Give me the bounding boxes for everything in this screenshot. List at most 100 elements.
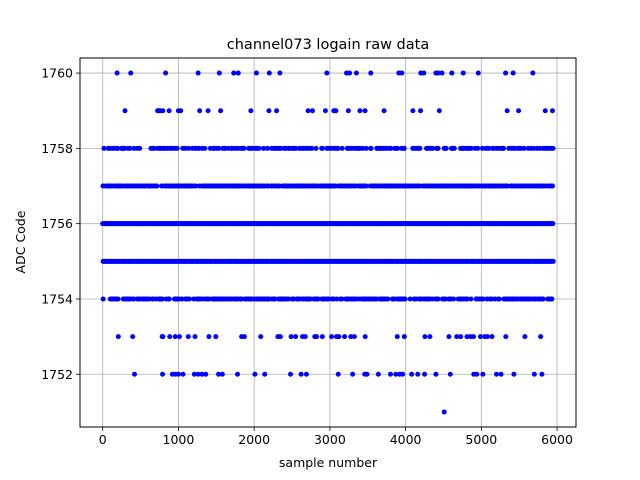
data-point — [454, 334, 460, 340]
data-point — [410, 108, 416, 114]
data-point — [261, 145, 267, 151]
data-point — [550, 221, 556, 227]
data-point — [353, 70, 359, 76]
data-point — [264, 145, 270, 151]
data-point — [504, 108, 510, 114]
data-point — [375, 371, 381, 377]
x-tick-label: 0 — [99, 432, 107, 447]
data-point — [451, 296, 457, 302]
y-axis-label: ADC Code — [13, 210, 28, 273]
data-point — [205, 108, 211, 114]
data-point — [401, 145, 407, 151]
data-point — [421, 70, 427, 76]
data-point — [441, 409, 447, 415]
data-point — [542, 108, 548, 114]
data-point — [274, 108, 280, 114]
data-point — [303, 371, 309, 377]
data-point — [127, 145, 133, 151]
data-point — [427, 334, 433, 340]
data-point — [253, 70, 259, 76]
data-point — [315, 296, 321, 302]
data-point — [511, 371, 517, 377]
data-point — [474, 371, 480, 377]
data-point — [381, 108, 387, 114]
data-point — [186, 145, 192, 151]
data-point — [160, 371, 166, 377]
data-point — [550, 145, 556, 151]
data-point — [342, 334, 348, 340]
data-point — [468, 296, 474, 302]
y-tick-label: 1760 — [41, 66, 73, 81]
data-point — [362, 108, 368, 114]
data-point — [387, 371, 393, 377]
data-point — [277, 70, 283, 76]
data-point — [501, 145, 507, 151]
data-point — [288, 334, 294, 340]
data-point — [115, 296, 121, 302]
data-point — [172, 334, 178, 340]
data-point — [339, 145, 345, 151]
data-point — [475, 70, 481, 76]
data-point — [185, 334, 191, 340]
data-point — [235, 70, 241, 76]
data-point — [206, 334, 212, 340]
data-point — [288, 371, 294, 377]
data-point — [175, 371, 181, 377]
data-point — [368, 145, 374, 151]
data-point — [549, 108, 555, 114]
data-point — [522, 334, 528, 340]
axis-ticks: 0 1000 2000 3000 4000 5000 6000 1752 1754 1756 175… — [41, 66, 573, 447]
data-point — [402, 296, 408, 302]
data-point — [159, 296, 165, 302]
data-point — [329, 334, 335, 340]
data-point — [231, 70, 237, 76]
data-point — [480, 371, 486, 377]
data-point — [521, 145, 527, 151]
data-point — [464, 334, 470, 340]
y-tick-label: 1758 — [41, 141, 73, 156]
data-point — [475, 145, 481, 151]
data-point — [258, 334, 264, 340]
data-point — [335, 371, 341, 377]
data-point — [277, 334, 283, 340]
data-point — [394, 334, 400, 340]
data-point — [407, 296, 413, 302]
data-point — [219, 371, 225, 377]
data-point — [400, 371, 406, 377]
x-tick-label: 1000 — [163, 432, 195, 447]
data-point — [178, 108, 184, 114]
data-point — [498, 371, 504, 377]
data-point — [309, 108, 315, 114]
data-point — [486, 145, 492, 151]
data-point — [213, 334, 219, 340]
grid-lines — [80, 58, 576, 427]
data-point — [319, 334, 325, 340]
data-point — [174, 145, 180, 151]
data-point — [305, 108, 311, 114]
data-point — [293, 334, 299, 340]
data-point — [320, 145, 326, 151]
data-point — [345, 108, 351, 114]
data-point — [322, 108, 328, 114]
x-tick-label: 3000 — [314, 432, 346, 447]
data-point — [538, 334, 544, 340]
data-point — [540, 296, 546, 302]
x-tick-label: 2000 — [238, 432, 270, 447]
data-point — [348, 334, 354, 340]
data-point — [394, 145, 400, 151]
data-point — [415, 371, 421, 377]
data-point — [496, 296, 502, 302]
data-point — [446, 334, 452, 340]
data-point — [252, 371, 258, 377]
data-point — [357, 108, 363, 114]
data-point — [439, 70, 445, 76]
data-point — [235, 371, 241, 377]
data-point — [409, 371, 415, 377]
data-point — [248, 108, 254, 114]
data-point — [422, 334, 428, 340]
x-tick-label: 6000 — [541, 432, 573, 447]
data-point — [530, 70, 536, 76]
data-point — [430, 145, 436, 151]
data-point — [477, 334, 483, 340]
data-point — [180, 371, 186, 377]
